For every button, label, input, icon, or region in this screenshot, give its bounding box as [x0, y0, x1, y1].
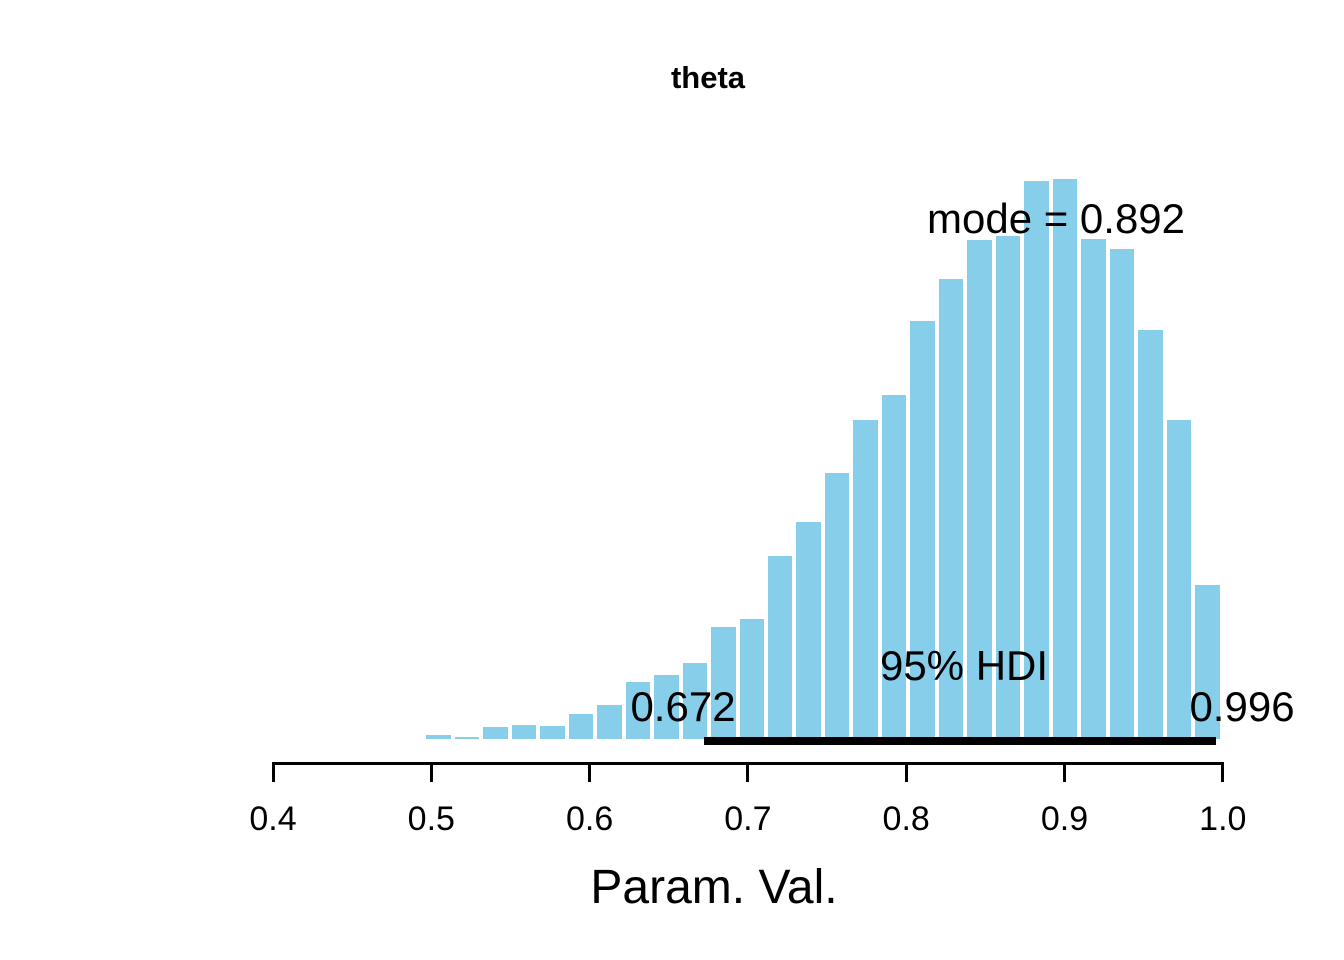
x-axis-tick-mark [429, 763, 433, 782]
histogram-bar [709, 624, 738, 739]
histogram-bar [509, 723, 538, 739]
histogram-bar [652, 673, 681, 739]
histogram-bar [822, 470, 852, 739]
x-axis-tick-label: 0.8 [882, 800, 930, 838]
histogram-bar [481, 725, 510, 740]
histogram-bar [1107, 247, 1137, 740]
plot-title: theta [670, 60, 746, 95]
histogram-bar [566, 712, 595, 739]
x-axis-tick-mark [588, 763, 592, 782]
histogram-bar [908, 319, 937, 739]
histogram-bar [680, 660, 709, 739]
hdi-lower-limit-label: 0.672 [630, 683, 736, 730]
histogram-bar [737, 617, 766, 739]
histogram-bar [1079, 237, 1108, 739]
histogram-bar [623, 680, 652, 739]
histogram-bar [1136, 328, 1165, 739]
mode-annotation: mode = 0.892 [926, 195, 1186, 242]
x-axis-tick-label: 0.5 [407, 800, 455, 838]
histogram-bar [1193, 582, 1222, 739]
x-axis-tick-label: 0.7 [724, 800, 772, 838]
histogram-bar [538, 723, 567, 739]
histogram-bar [851, 418, 880, 739]
x-axis-tick-mark [271, 763, 275, 782]
x-axis-tick-mark [1063, 763, 1066, 782]
histogram-bar [993, 234, 1023, 739]
x-axis-tick-mark [1221, 763, 1225, 782]
x-axis-tick-mark [746, 763, 750, 782]
hdi-mass-label: 95% HDI [879, 642, 1049, 689]
histogram-bar [879, 392, 909, 739]
x-axis-tick-label: 0.6 [565, 800, 614, 838]
histogram-bar [1164, 418, 1194, 739]
histogram-bar [1050, 177, 1080, 739]
x-axis-tick-label: 1.0 [1199, 800, 1247, 838]
hdi-interval-line [703, 737, 1217, 745]
x-axis-tick-label: 0.9 [1040, 800, 1089, 838]
hdi-upper-limit-label: 0.996 [1189, 683, 1295, 730]
histogram-bar [794, 519, 823, 739]
histogram-bar [424, 732, 453, 739]
x-axis-tick-label: 0.4 [249, 800, 297, 838]
histogram-bar [1022, 179, 1051, 739]
x-axis-tick-mark [904, 763, 908, 782]
histogram-bar [765, 554, 795, 739]
histogram-bar [595, 703, 624, 739]
histogram-bar [936, 277, 966, 739]
histogram-bar [452, 736, 481, 739]
histogram-bar [965, 238, 994, 739]
x-axis-title: Param. Val. [590, 861, 838, 914]
